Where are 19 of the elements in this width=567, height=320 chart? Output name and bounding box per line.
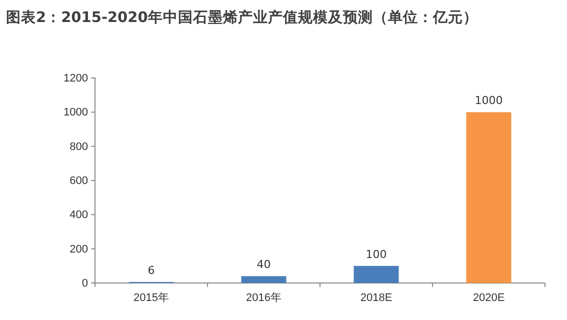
x-tick-label: 2015年 <box>134 292 169 304</box>
y-tick-label: 400 <box>70 209 88 222</box>
x-tick-label: 2018E <box>360 292 392 304</box>
x-tick-label: 2020E <box>472 292 505 304</box>
data-label: 6 <box>148 264 155 277</box>
data-label: 1000 <box>474 94 503 108</box>
bar <box>354 266 399 283</box>
y-tick-label: 1000 <box>64 106 88 119</box>
x-tick-label: 2016年 <box>246 292 282 304</box>
data-label: 40 <box>256 258 271 272</box>
y-tick-label: 1200 <box>64 72 88 85</box>
chart-title: 图表2：2015-2020年中国石墨烯产业产值规模及预测（单位：亿元） <box>6 9 478 26</box>
bar <box>466 112 512 283</box>
y-tick-label: 0 <box>82 278 88 290</box>
bar <box>241 276 286 283</box>
y-tick-label: 800 <box>70 140 88 153</box>
y-tick-label: 200 <box>70 243 88 256</box>
data-label: 100 <box>366 248 387 261</box>
y-tick-label: 600 <box>70 175 88 188</box>
